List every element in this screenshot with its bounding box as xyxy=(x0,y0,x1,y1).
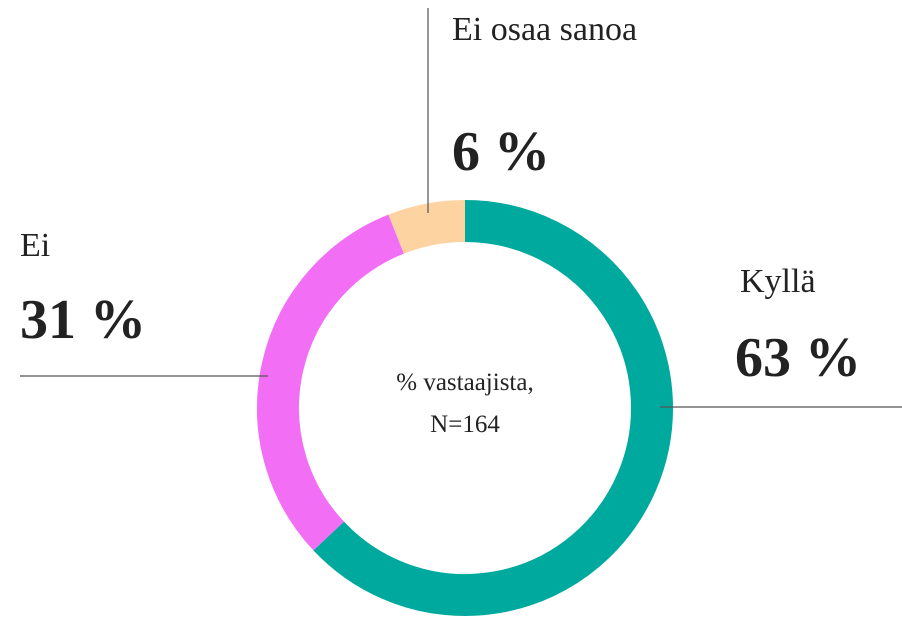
donut-segment xyxy=(257,214,405,551)
category-label: Kyllä xyxy=(740,263,816,300)
value-label: 63 % xyxy=(735,327,861,389)
category-label: Ei xyxy=(20,227,50,264)
donut-segment xyxy=(313,200,673,616)
value-label: 6 % xyxy=(452,121,550,183)
center-label: % vastaajista, xyxy=(396,369,533,396)
center-label: N=164 xyxy=(430,411,500,438)
donut-segment xyxy=(388,200,466,254)
category-label: Ei osaa sanoa xyxy=(452,11,637,48)
value-label: 31 % xyxy=(20,289,146,351)
